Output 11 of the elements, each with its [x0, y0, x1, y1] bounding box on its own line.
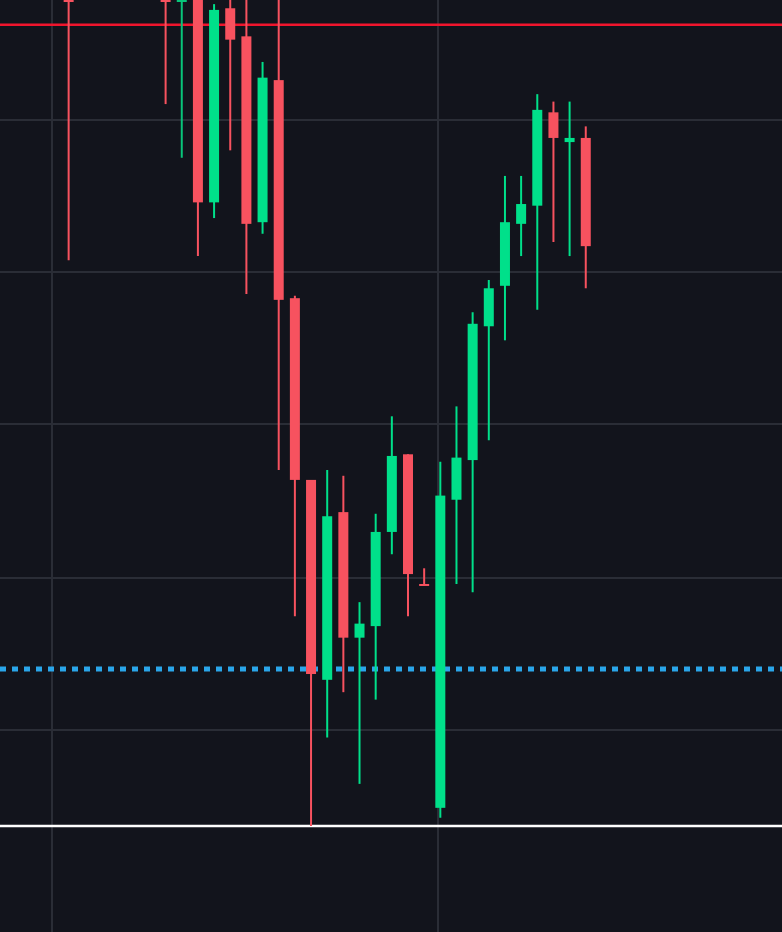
candlestick: [419, 567, 430, 587]
candlestick: [548, 100, 559, 244]
candlestick: [483, 279, 494, 442]
candlestick: [516, 174, 527, 258]
candlestick: [176, 0, 187, 159]
candlestick: [354, 601, 365, 785]
candlestick: [451, 405, 462, 585]
candlestick: [225, 0, 236, 152]
candlestick: [63, 0, 74, 262]
candlestick: [160, 0, 171, 106]
candlestick: [564, 100, 575, 258]
